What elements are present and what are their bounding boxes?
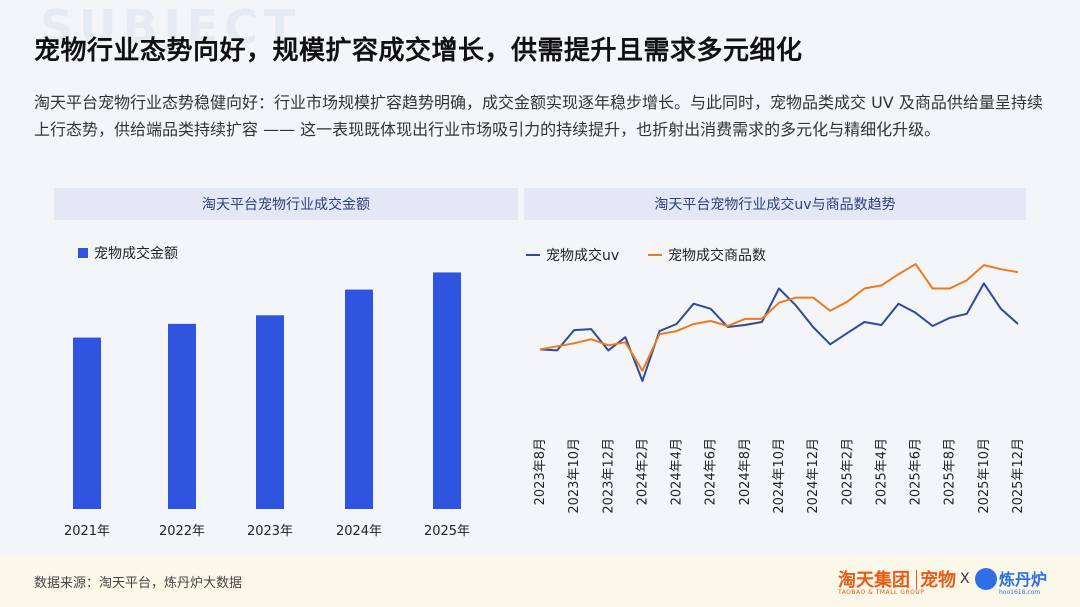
bar-2022 — [168, 323, 196, 509]
x-tick-label: 2023年 — [247, 524, 293, 539]
series-line-1 — [539, 263, 1019, 372]
data-source: 数据来源：淘天平台，炼丹炉大数据 — [34, 576, 243, 591]
legend-label-1: 宠物成交商品数 — [668, 247, 766, 264]
line-chart: 宠物成交uv 宠物成交商品数 2023年8月 2023年10月 2023年12月 2024… — [526, 247, 1026, 514]
x-tick-label: 2024年12月 — [806, 438, 821, 514]
x-tick-label: 2025年8月 — [943, 438, 958, 505]
footer-bar — [0, 557, 1080, 607]
liandanlu-logo-sub: hoo1618.com — [999, 589, 1041, 596]
x-tick-label: 2021年 — [64, 524, 110, 539]
page-title: 宠物行业态势向好，规模扩容成交增长，供需提升且需求多元细化 — [34, 36, 803, 66]
collab-x: X — [960, 571, 970, 587]
x-tick-label: 2025年10月 — [977, 438, 992, 514]
logo-divider — [916, 570, 917, 590]
bar-chart-title: 淘天平台宠物行业成交金额 — [54, 188, 518, 220]
liandanlu-logo: 炼丹炉 — [999, 570, 1048, 589]
taotian-logo: 淘天集团 — [838, 570, 910, 591]
x-tick-label: 2023年12月 — [601, 438, 616, 514]
x-tick-label: 2024年6月 — [704, 438, 719, 505]
line-chart-title: 淘天平台宠物行业成交uv与商品数趋势 — [524, 188, 1026, 220]
bar-2021 — [73, 337, 101, 509]
legend-swatch-amount — [78, 248, 88, 258]
x-tick-label: 2022年 — [159, 524, 205, 539]
x-tick-label: 2023年10月 — [567, 438, 582, 514]
x-tick-label: 2024年4月 — [670, 438, 685, 505]
bar-2025 — [433, 272, 461, 509]
bar-2023 — [256, 315, 284, 509]
x-tick-label: 2025年12月 — [1011, 438, 1026, 514]
x-tick-label: 2024年 — [336, 524, 382, 539]
bar-chart: 宠物成交金额 2021年 2022年 2023年 2024年 2025年 — [64, 245, 470, 539]
liandanlu-icon — [975, 568, 997, 590]
x-tick-label: 2024年10月 — [772, 438, 787, 514]
x-tick-label: 2025年2月 — [840, 438, 855, 505]
x-tick-label: 2024年8月 — [738, 438, 753, 505]
x-tick-label: 2025年4月 — [874, 438, 889, 505]
bar-2024 — [345, 289, 373, 509]
x-tick-label: 2025年6月 — [909, 438, 924, 505]
x-tick-label: 2025年 — [424, 524, 470, 539]
taotian-logo-sub: TAOBAO & TMALL GROUP — [838, 589, 925, 596]
series-line-0 — [539, 282, 1019, 382]
pet-logo: 宠物 — [920, 570, 956, 591]
subject-watermark: SUBJECT — [40, 0, 302, 54]
page-description: 淘天平台宠物行业态势稳健向好：行业市场规模扩容趋势明确，成交金额实现逐年稳步增长… — [34, 93, 1043, 139]
x-tick-label: 2023年8月 — [533, 438, 548, 505]
x-tick-label: 2024年2月 — [635, 438, 650, 505]
legend-label-amount: 宠物成交金额 — [94, 245, 178, 262]
legend-label-0: 宠物成交uv — [546, 247, 619, 264]
